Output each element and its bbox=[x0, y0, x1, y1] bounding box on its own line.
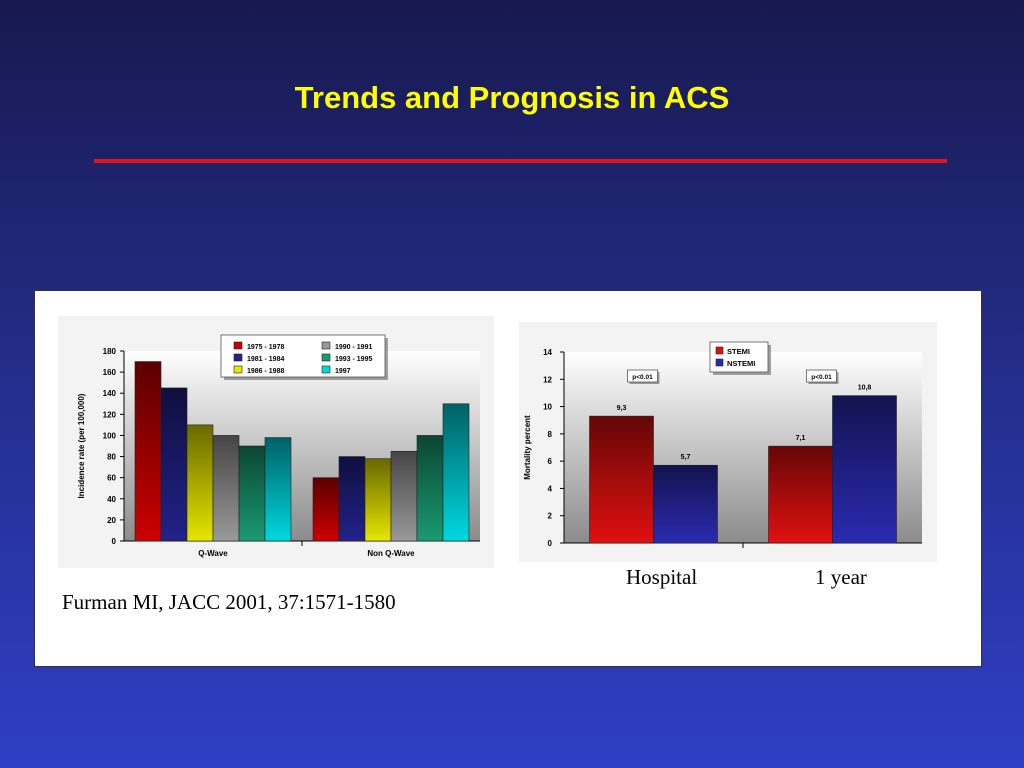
legend-swatch bbox=[321, 365, 331, 374]
bar bbox=[364, 458, 392, 542]
bar bbox=[442, 403, 470, 542]
p-value-annotation: p<0.01 bbox=[811, 374, 832, 381]
legend-swatch bbox=[715, 346, 724, 355]
bar bbox=[160, 387, 188, 542]
bar bbox=[589, 415, 654, 544]
y-tick-label: 8 bbox=[548, 430, 553, 439]
y-tick-label: 2 bbox=[548, 512, 553, 521]
legend-label: NSTEMI bbox=[727, 359, 755, 368]
hospital-category-label: Hospital bbox=[626, 565, 698, 589]
legend-swatch bbox=[233, 365, 243, 374]
y-tick-label: 10 bbox=[543, 403, 552, 412]
y-tick-label: 80 bbox=[107, 453, 116, 462]
y-tick-label: 160 bbox=[103, 368, 117, 377]
legend-label: 1993 - 1995 bbox=[335, 356, 372, 363]
y-tick-label: 0 bbox=[112, 537, 117, 546]
annotation-box bbox=[627, 369, 658, 383]
x-category-label: Q-Wave bbox=[198, 549, 228, 558]
y-axis-title: Incidence rate (per 100,000) bbox=[77, 393, 86, 498]
bar bbox=[416, 435, 444, 542]
slide-title: Trends and Prognosis in ACS bbox=[294, 80, 730, 115]
bar-value-label: 9,3 bbox=[617, 405, 627, 412]
p-value-annotation: p<0.01 bbox=[632, 374, 653, 381]
y-tick-label: 180 bbox=[103, 347, 117, 356]
y-tick-label: 40 bbox=[107, 495, 116, 504]
y-tick-label: 120 bbox=[103, 410, 117, 419]
y-tick-label: 140 bbox=[103, 389, 117, 398]
legend-label: 1990 - 1991 bbox=[335, 344, 372, 351]
bar-value-label: 7,1 bbox=[796, 435, 806, 442]
y-tick-label: 4 bbox=[548, 484, 553, 493]
y-tick-label: 6 bbox=[548, 457, 553, 466]
legend-label: 1975 - 1978 bbox=[247, 344, 284, 351]
bar-value-label: 5,7 bbox=[681, 454, 691, 461]
bar bbox=[238, 445, 266, 542]
bar bbox=[390, 450, 418, 542]
y-tick-label: 60 bbox=[107, 474, 116, 483]
bar bbox=[768, 445, 833, 544]
bar bbox=[312, 477, 340, 542]
legend-swatch bbox=[715, 358, 724, 367]
bar bbox=[264, 437, 292, 542]
bar-value-label: 10,8 bbox=[858, 385, 872, 392]
legend-label: STEMI bbox=[727, 347, 750, 356]
legend-swatch bbox=[321, 341, 331, 350]
annotation-box bbox=[806, 369, 837, 383]
legend-swatch bbox=[233, 353, 243, 362]
y-tick-label: 12 bbox=[543, 375, 552, 384]
mortality-bar-chart: 0 2 4 6 8 10 12 14 Mortality percent 9,3 5,7 p<0.01… bbox=[519, 322, 937, 562]
legend-box bbox=[220, 334, 386, 378]
legend-label: 1981 - 1984 bbox=[247, 356, 284, 363]
legend-swatch bbox=[321, 353, 331, 362]
bar bbox=[212, 435, 240, 542]
bar bbox=[134, 361, 162, 542]
y-axis-title: Mortality percent bbox=[523, 415, 532, 480]
legend: 1975 - 1978 1981 - 1984 1986 - 1988 1990 - … bbox=[220, 334, 388, 380]
bar bbox=[832, 395, 897, 544]
citation: Furman MI, JACC 2001, 37:1571-1580 bbox=[62, 590, 396, 614]
legend-label: 1986 - 1988 bbox=[247, 368, 284, 375]
bar bbox=[186, 424, 214, 542]
title-underline bbox=[94, 159, 947, 163]
bar bbox=[653, 464, 718, 544]
legend: STEMI NSTEMI bbox=[709, 341, 771, 375]
one-year-category-label: 1 year bbox=[815, 565, 867, 589]
y-tick-label: 20 bbox=[107, 516, 116, 525]
legend-label: 1997 bbox=[335, 368, 351, 375]
y-tick-label: 14 bbox=[543, 348, 552, 357]
incidence-bar-chart: 0 20 40 60 80 100 120 140 160 180 Incidence rate (… bbox=[58, 316, 494, 568]
x-category-label: Non Q-Wave bbox=[367, 549, 415, 558]
y-tick-label: 100 bbox=[103, 431, 117, 440]
y-tick-label: 0 bbox=[548, 539, 553, 548]
legend-swatch bbox=[233, 341, 243, 350]
bar bbox=[338, 456, 366, 542]
